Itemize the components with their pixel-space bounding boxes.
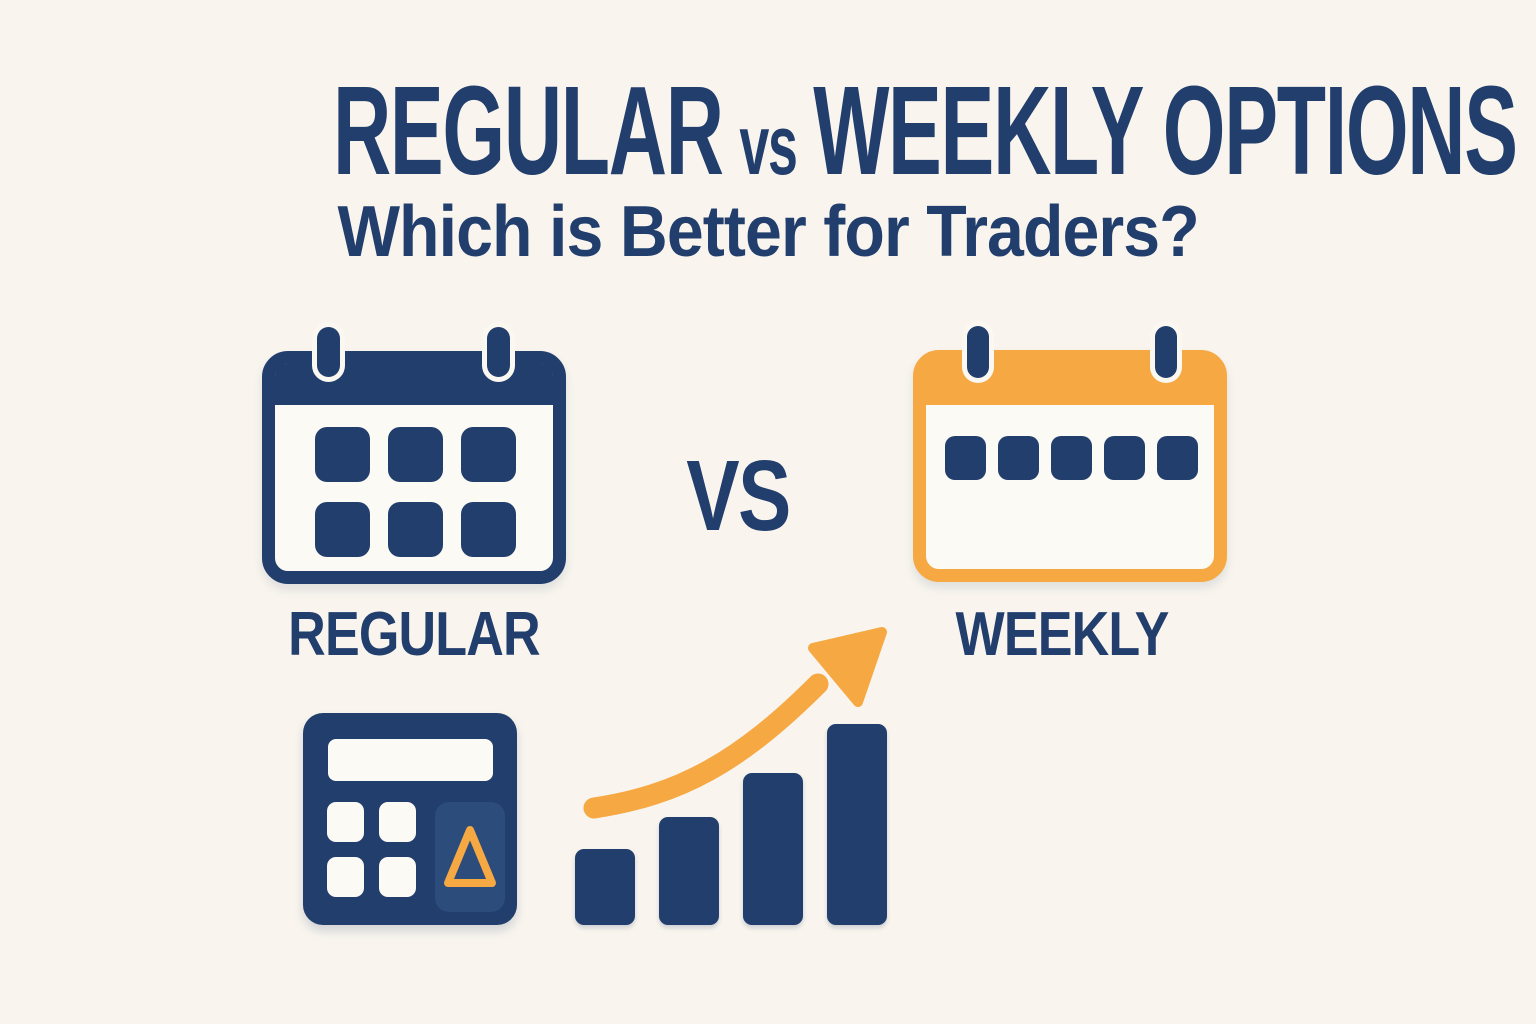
- calendar-pin-icon: [1155, 326, 1177, 378]
- calculator-button: [379, 857, 416, 897]
- day-square: [461, 502, 516, 557]
- growth-bar: [743, 773, 803, 925]
- calculator-side-panel: [435, 802, 505, 912]
- growth-bars: [575, 724, 887, 925]
- day-square: [388, 427, 443, 482]
- calculator-delta-icon: [303, 713, 517, 925]
- calculator-button: [379, 802, 416, 842]
- day-square: [315, 502, 370, 557]
- day-square: [388, 502, 443, 557]
- day-square: [945, 436, 986, 480]
- weekly-calendar-icon: [913, 350, 1227, 582]
- calculator-button: [327, 802, 364, 842]
- title-regular-text: REGULAR: [332, 60, 724, 201]
- calculator-display: [328, 739, 493, 781]
- delta-triangle-icon: [444, 826, 496, 887]
- calendar-pin-icon: [317, 327, 340, 377]
- calendar-pin-icon: [487, 327, 510, 377]
- calendar-header-band: [275, 364, 553, 405]
- page-title-row: REGULAR vs WEEKLY OPTIONS: [332, 60, 1518, 201]
- growth-bar: [827, 724, 887, 925]
- growth-bar: [575, 849, 635, 925]
- day-square: [1051, 436, 1092, 480]
- growth-arrow-icon: [583, 627, 887, 819]
- monthly-calendar-icon: [262, 351, 566, 584]
- day-square: [461, 427, 516, 482]
- page-subtitle-wrap: Which is Better for Traders?: [0, 196, 1536, 268]
- calendar-day-grid: [945, 436, 1198, 480]
- title-weekly-options-text: WEEKLY OPTIONS: [813, 60, 1518, 201]
- day-square: [1104, 436, 1145, 480]
- vs-divider: VS: [686, 440, 791, 552]
- day-square: [998, 436, 1039, 480]
- calendar-day-grid: [315, 427, 516, 557]
- calculator-button: [327, 857, 364, 897]
- day-square: [1157, 436, 1198, 480]
- title-vs-text: vs: [739, 98, 798, 192]
- page-subtitle: Which is Better for Traders?: [337, 192, 1199, 272]
- growth-bar: [659, 817, 719, 925]
- weekly-label: WEEKLY: [955, 600, 1170, 669]
- page-title: REGULAR vs WEEKLY OPTIONS: [0, 68, 1536, 194]
- calendar-pin-icon: [967, 326, 989, 378]
- regular-label: REGULAR: [288, 600, 540, 669]
- day-square: [315, 427, 370, 482]
